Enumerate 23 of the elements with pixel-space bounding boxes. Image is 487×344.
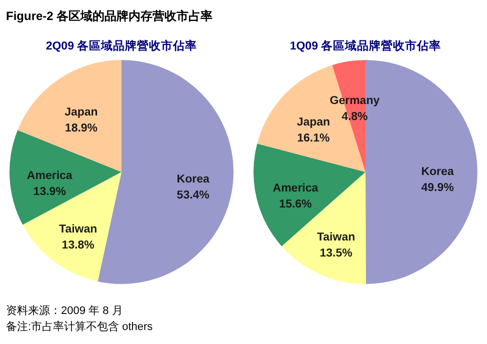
slice-label: Korea [176,174,210,186]
data-label: 15.6% [279,198,312,211]
data-label: 16.1% [297,132,330,144]
chart-subtitle: 2Q09 各區域品牌營收市佔率 [46,38,198,52]
data-label: 4.8% [342,110,368,123]
slice-label: Germany [330,94,380,107]
text: 资料来源：2009 年 8 月 [6,304,124,319]
slice-label: America [26,170,73,182]
data-label: 13.9% [33,186,66,198]
chart-title: Figure-2 各区域的品牌内存营收市占率 [6,8,213,25]
slice-label: Taiwan [316,232,356,244]
slice-label: Japan [64,106,98,118]
data-label: 53.4% [176,190,210,202]
text: 备注:市占率计算不包含 others [6,320,153,335]
slice-label: America [272,182,319,195]
data-label: 13.8% [62,239,94,252]
data-label: 13.5% [320,248,352,260]
data-label: 49.9% [421,182,454,194]
data-label: 18.9% [64,122,98,134]
slice-label: Korea [421,166,454,178]
chart-title: 1Q09 各區域品牌營收市佔率 [290,38,442,52]
slice-label: Japan [296,116,330,128]
slice-label: Taiwan [59,223,98,236]
